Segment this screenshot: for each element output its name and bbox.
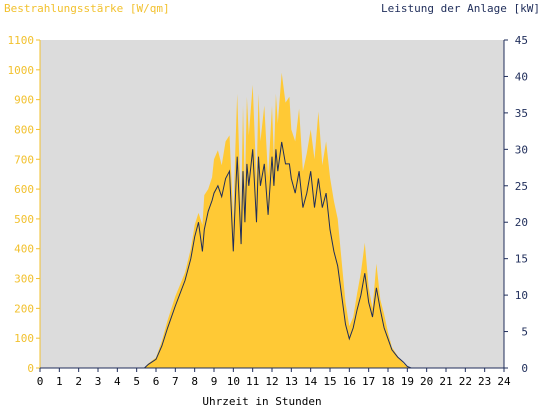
x-tick-label: 16 xyxy=(343,375,356,388)
x-tick-label: 6 xyxy=(153,375,160,388)
power-line xyxy=(40,141,504,369)
irradiance-area xyxy=(40,72,504,369)
x-axis-title: Uhrzeit in Stunden xyxy=(202,395,321,408)
x-tick-label: 12 xyxy=(265,375,278,388)
left-y-tick-label: 100 xyxy=(14,332,34,345)
left-y-tick-label: 300 xyxy=(14,273,34,286)
x-tick-label: 14 xyxy=(304,375,318,388)
x-tick-label: 17 xyxy=(362,375,375,388)
x-tick-label: 10 xyxy=(227,375,240,388)
right-y-tick-label: 25 xyxy=(515,180,528,193)
x-tick-label: 22 xyxy=(459,375,472,388)
left-y-tick-label: 1100 xyxy=(8,34,35,47)
left-y-tick-label: 1000 xyxy=(8,64,35,77)
right-y-ticks: 0 5 10 15 20 25 30 35 40 45 xyxy=(504,34,528,375)
right-y-tick-label: 15 xyxy=(515,253,528,266)
x-tick-label: 23 xyxy=(478,375,491,388)
x-tick-label: 0 xyxy=(37,375,44,388)
x-tick-label: 20 xyxy=(420,375,433,388)
right-y-tick-label: 20 xyxy=(515,216,528,229)
x-tick-label: 2 xyxy=(75,375,82,388)
left-y-tick-label: 800 xyxy=(14,123,34,136)
x-tick-label: 11 xyxy=(246,375,259,388)
x-tick-label: 4 xyxy=(114,375,121,388)
right-y-tick-label: 45 xyxy=(515,34,528,47)
x-tick-label: 7 xyxy=(172,375,179,388)
x-tick-label: 21 xyxy=(439,375,452,388)
left-y-tick-label: 0 xyxy=(27,362,34,375)
left-y-tick-label: 200 xyxy=(14,302,34,315)
x-ticks: 0 1 2 3 4 5 6 7 8 9 10 11 12 13 14 15 16 17 18 19 20 21 22 23 24 xyxy=(37,368,511,388)
x-tick-label: 15 xyxy=(323,375,336,388)
x-tick-label: 5 xyxy=(133,375,140,388)
right-y-tick-label: 35 xyxy=(515,107,528,120)
x-tick-label: 8 xyxy=(191,375,198,388)
left-y-ticks: 0 100 200 300 400 500 600 700 800 900 1000 1100 xyxy=(8,34,40,375)
x-tick-label: 9 xyxy=(211,375,218,388)
left-y-tick-label: 400 xyxy=(14,243,34,256)
left-axis-title: Bestrahlungsstärke [W/qm] xyxy=(4,2,170,15)
x-tick-label: 18 xyxy=(381,375,394,388)
left-y-tick-label: 600 xyxy=(14,183,34,196)
right-axis-title: Leistung der Anlage [kW] xyxy=(381,2,540,15)
left-y-tick-label: 900 xyxy=(14,94,34,107)
x-tick-label: 13 xyxy=(285,375,298,388)
right-y-tick-label: 0 xyxy=(521,362,528,375)
x-tick-label: 24 xyxy=(497,375,511,388)
left-y-tick-label: 500 xyxy=(14,213,34,226)
x-tick-label: 3 xyxy=(95,375,102,388)
right-y-tick-label: 30 xyxy=(515,143,528,156)
right-y-tick-label: 5 xyxy=(521,326,528,339)
right-y-tick-label: 40 xyxy=(515,70,528,83)
x-tick-label: 19 xyxy=(401,375,414,388)
right-y-tick-label: 10 xyxy=(515,289,528,302)
left-y-tick-label: 700 xyxy=(14,153,34,166)
x-tick-label: 1 xyxy=(56,375,63,388)
